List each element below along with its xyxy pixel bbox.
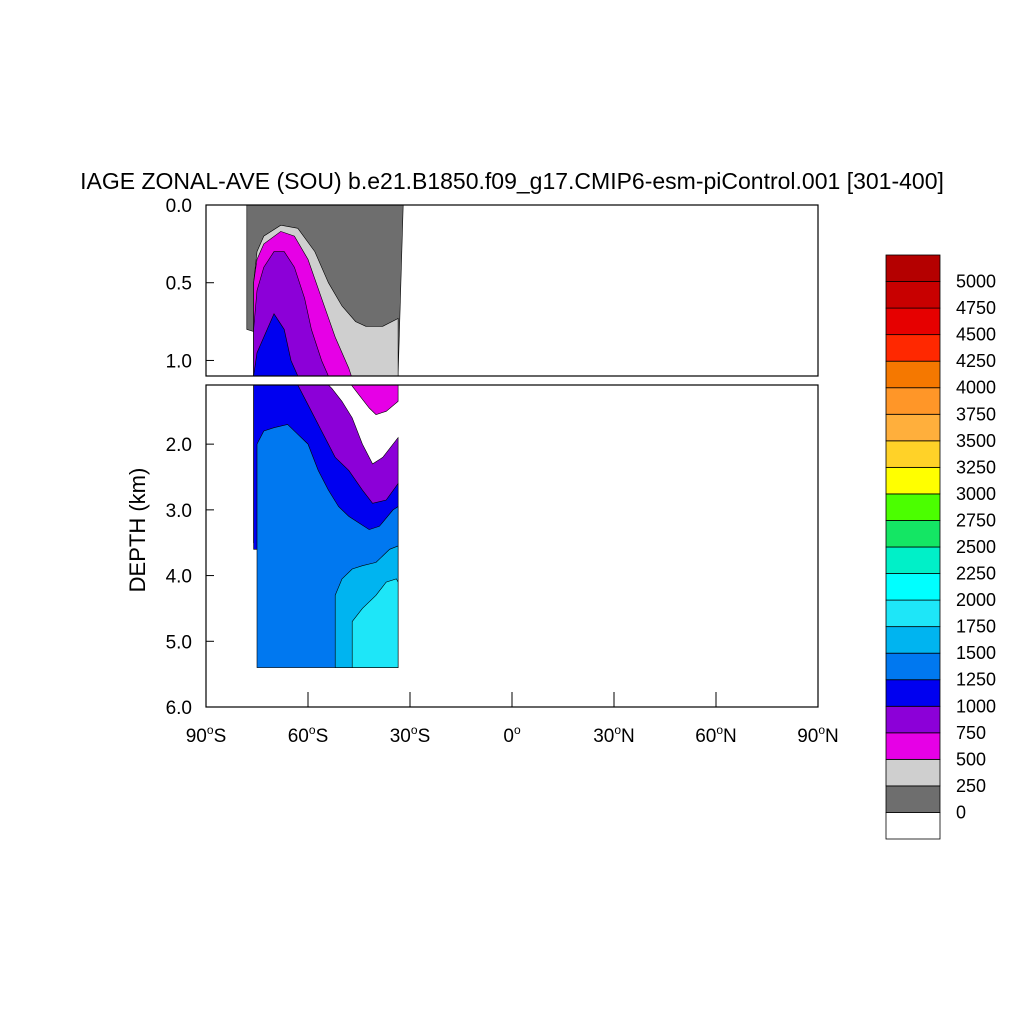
x-tick-label: 30oS: [390, 723, 431, 747]
colorbar-label: 1000: [956, 696, 996, 716]
x-tick-label: 30oN: [593, 723, 635, 747]
lower-panel-contours: [253, 385, 399, 668]
x-axis-ticks: 90oS 60oS 30oS 0o 30oN 60oN 90oN: [186, 692, 839, 747]
colorbar-label: 2750: [956, 511, 996, 531]
colorbar: 0 250 500 750 1000 1250 1500 1750 2000 2250 2500 27…: [885, 254, 996, 840]
colorbar-label: 2250: [956, 564, 996, 584]
colorbar-swatch: [885, 573, 941, 601]
colorbar-label: 1750: [956, 617, 996, 637]
colorbar-swatch: [885, 387, 941, 415]
colorbar-swatch: [885, 652, 941, 681]
y-tick-label: 6.0: [166, 698, 192, 719]
colorbar-label: 4250: [956, 351, 996, 371]
contour-region-1000-upper: [253, 313, 299, 376]
y-tick-label: 0.5: [166, 274, 192, 295]
colorbar-swatch: [885, 466, 941, 495]
y-tick-label: 4.0: [166, 567, 192, 588]
upper-panel-contours: [246, 205, 404, 1024]
colorbar-swatch: [885, 440, 941, 468]
y-tick-label: 0.0: [166, 196, 192, 217]
colorbar-swatch: [885, 546, 941, 574]
colorbar-label: 3250: [956, 457, 996, 477]
colorbar-swatch: [885, 307, 941, 336]
y-axis-label: DEPTH (km): [125, 468, 150, 593]
colorbar-swatch: [885, 254, 941, 282]
contour-region-500-lower: [253, 385, 399, 415]
colorbar-label: 3000: [956, 484, 996, 504]
colorbar-swatch: [885, 785, 941, 813]
x-tick-label: 60oN: [695, 723, 737, 747]
contour-region-1750-upper: [352, 835, 398, 1024]
colorbar-label: 4500: [956, 325, 996, 345]
colorbar-label: 2000: [956, 590, 996, 610]
colorbar-label: 1250: [956, 670, 996, 690]
colorbar-label: 2500: [956, 537, 996, 557]
y-axis-ticks: 0.0 0.5 1.0 2.0 3.0 4.0 5.0 6.0: [166, 196, 214, 719]
colorbar-swatch: [885, 281, 941, 309]
colorbar-swatch: [885, 599, 941, 628]
colorbar-swatch: [885, 334, 941, 362]
colorbar-swatch: [885, 705, 941, 734]
colorbar-label: 500: [956, 749, 986, 769]
colorbar-swatch: [885, 360, 941, 389]
colorbar-label: 0: [956, 803, 966, 823]
contour-region-1500-upper: [335, 757, 398, 1024]
y-tick-label: 2.0: [166, 435, 192, 456]
colorbar-label: 250: [956, 776, 986, 796]
colorbar-swatch: [885, 493, 941, 521]
x-tick-label: 0o: [503, 723, 521, 747]
colorbar-swatch: [885, 758, 941, 787]
x-tick-label: 60oS: [288, 723, 329, 747]
contour-region-1750-lower: [351, 578, 399, 668]
colorbar-swatch: [885, 413, 941, 442]
y-tick-label: 1.0: [166, 351, 192, 372]
colorbar-swatch: [885, 732, 941, 760]
colorbar-swatch: [885, 679, 941, 707]
x-tick-label: 90oN: [797, 723, 839, 747]
upper-panel-frame: [205, 204, 819, 377]
x-tick-label: 90oS: [186, 723, 227, 747]
colorbar-label: 3750: [956, 404, 996, 424]
chart-title: IAGE ZONAL-AVE (SOU) b.e21.B1850.f09_g17…: [80, 168, 944, 194]
colorbar-label: 1500: [956, 643, 996, 663]
colorbar-label: 3500: [956, 431, 996, 451]
colorbar-label: 4000: [956, 378, 996, 398]
y-tick-label: 5.0: [166, 632, 192, 653]
colorbar-label: 750: [956, 723, 986, 743]
colorbar-swatch: [885, 520, 941, 548]
colorbar-swatch: [885, 626, 941, 654]
colorbar-swatch: [885, 812, 941, 840]
colorbar-label: 5000: [956, 272, 996, 292]
colorbar-label: 4750: [956, 298, 996, 318]
y-tick-label: 3.0: [166, 501, 192, 522]
